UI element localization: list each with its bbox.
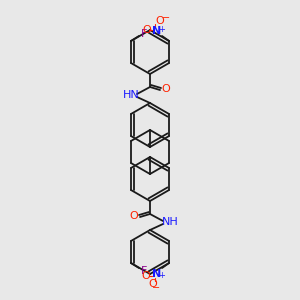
- Text: O: O: [143, 25, 152, 35]
- Text: F: F: [141, 29, 147, 39]
- Text: +: +: [159, 271, 166, 280]
- Text: HN: HN: [123, 90, 140, 100]
- Text: NH: NH: [162, 217, 178, 227]
- Text: −: −: [162, 13, 170, 23]
- Text: N: N: [152, 269, 162, 279]
- Text: +: +: [159, 26, 166, 34]
- Text: F: F: [141, 266, 147, 276]
- Text: O: O: [130, 211, 138, 221]
- Text: O: O: [142, 271, 150, 281]
- Text: −: −: [152, 283, 160, 293]
- Text: O: O: [149, 279, 158, 289]
- Text: O: O: [162, 84, 170, 94]
- Text: N: N: [152, 26, 162, 36]
- Text: O: O: [156, 16, 164, 26]
